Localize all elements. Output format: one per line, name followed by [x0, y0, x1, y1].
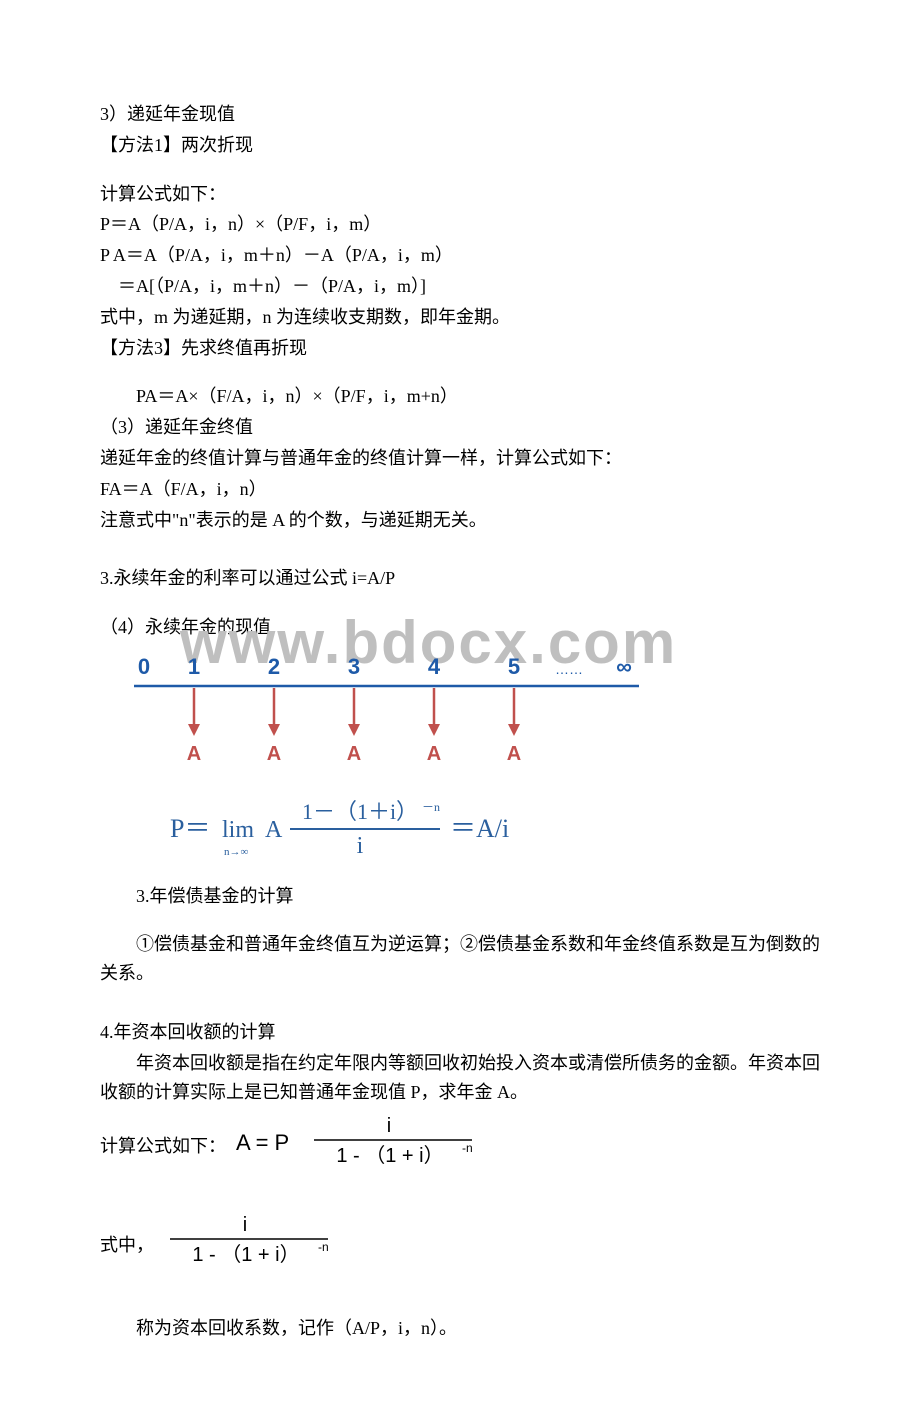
svg-text:0: 0 — [138, 654, 150, 679]
line-formula-intro: 计算公式如下： — [100, 180, 820, 209]
line-formula-p2: P A＝A（P/A，i，m＋n）－A（P/A，i，m） — [100, 241, 820, 270]
svg-text:-n: -n — [462, 1141, 473, 1155]
line-sinking-fund-title: 3.年偿债基金的计算 — [100, 882, 820, 911]
svg-text:1 - （1 + i）: 1 - （1 + i） — [192, 1243, 299, 1266]
line-formula-p3: ＝A[（P/A，i，m＋n）－（P/A，i，m）] — [100, 272, 820, 301]
line-deferred-pv-title: 3）递延年金现值 — [100, 100, 820, 129]
svg-text:－n: －n — [422, 800, 440, 814]
svg-text:A: A — [347, 743, 361, 765]
svg-text:4: 4 — [428, 654, 441, 679]
svg-text:A: A — [187, 743, 201, 765]
svg-text:A: A — [267, 743, 281, 765]
svg-text:i: i — [357, 833, 364, 859]
shi-label: 式中， — [100, 1231, 154, 1260]
line-perpetuity-rate: 3.永续年金的利率可以通过公式 i=A/P — [100, 564, 820, 593]
calc-label: 计算公式如下： — [100, 1132, 226, 1161]
svg-text:∞: ∞ — [616, 654, 632, 679]
svg-text:1－（1＋i）: 1－（1＋i） — [302, 799, 418, 824]
svg-text:A: A — [507, 743, 521, 765]
svg-text:1 - （1 + i）: 1 - （1 + i） — [336, 1144, 443, 1167]
svg-text:A: A — [265, 817, 283, 843]
svg-text:＝A/i: ＝A/i — [450, 814, 509, 843]
annuity-timeline-diagram: 0 1 2 3 4 5 …… ∞ A A A A A — [100, 652, 820, 781]
line-sinking-fund-note: ①偿债基金和普通年金终值互为逆运算；②偿债基金系数和年金终值系数是互为倒数的关系… — [100, 930, 820, 988]
svg-text:3: 3 — [348, 654, 360, 679]
svg-text:1: 1 — [188, 654, 200, 679]
line-method3: 【方法3】先求终值再折现 — [100, 334, 820, 363]
line-capital-recovery-title: 4.年资本回收额的计算 — [100, 1018, 820, 1047]
svg-text:P＝: P＝ — [170, 814, 210, 843]
svg-text:lim: lim — [222, 817, 254, 843]
capital-recovery-formula: A = P i 1 - （1 + i） -n — [232, 1112, 482, 1181]
svg-text:2: 2 — [268, 654, 280, 679]
line-pa-formula: PA＝A×（F/A，i，n）×（P/F，i，m+n） — [100, 382, 820, 411]
svg-text:5: 5 — [508, 654, 520, 679]
svg-text:i: i — [243, 1214, 247, 1236]
svg-text:i: i — [387, 1115, 391, 1137]
line-coefficient-name: 称为资本回收系数，记作（A/P，i，n）。 — [100, 1314, 820, 1343]
svg-text:-n: -n — [318, 1240, 329, 1254]
line-note-mn: 式中，m 为递延期，n 为连续收支期数，即年金期。 — [100, 303, 820, 332]
line-fa-formula: FA＝A（F/A，i，n） — [100, 475, 820, 504]
svg-text:n→∞: n→∞ — [224, 846, 249, 858]
line-method1: 【方法1】两次折现 — [100, 131, 820, 160]
capital-recovery-coefficient: i 1 - （1 + i） -n — [160, 1211, 350, 1280]
line-n-note: 注意式中"n"表示的是 A 的个数，与递延期无关。 — [100, 506, 820, 535]
line-capital-recovery-desc: 年资本回收额是指在约定年限内等额回收初始投入资本或清偿所债务的金额。年资本回收额… — [100, 1049, 820, 1107]
svg-text:A: A — [427, 743, 441, 765]
line-deferred-fv-note: 递延年金的终值计算与普通年金的终值计算一样，计算公式如下： — [100, 444, 820, 473]
svg-text:……: …… — [555, 661, 583, 677]
perpetuity-formula: P＝ lim n→∞ A 1－（1＋i） －n i ＝A/i — [160, 795, 820, 874]
line-formula-p1: P＝A（P/A，i，n）×（P/F，i，m） — [100, 210, 820, 239]
line-deferred-fv-title: （3）递延年金终值 — [100, 413, 820, 442]
svg-text:A = P: A = P — [236, 1130, 289, 1155]
line-perpetuity-pv-title: （4）永续年金的现值 — [100, 613, 820, 642]
